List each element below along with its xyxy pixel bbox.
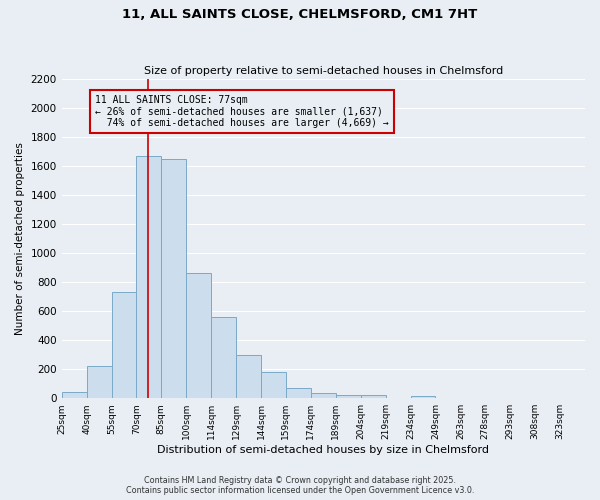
- Bar: [62, 392, 86, 398]
- Bar: [361, 396, 386, 398]
- Bar: [336, 394, 361, 398]
- Bar: [410, 396, 436, 398]
- Y-axis label: Number of semi-detached properties: Number of semi-detached properties: [15, 142, 25, 335]
- Bar: [186, 274, 211, 398]
- Bar: [286, 388, 311, 398]
- Bar: [211, 317, 236, 398]
- Bar: [86, 366, 112, 398]
- Bar: [311, 392, 336, 398]
- X-axis label: Distribution of semi-detached houses by size in Chelmsford: Distribution of semi-detached houses by …: [157, 445, 490, 455]
- Bar: [112, 292, 136, 398]
- Bar: [161, 159, 186, 398]
- Title: Size of property relative to semi-detached houses in Chelmsford: Size of property relative to semi-detach…: [144, 66, 503, 76]
- Bar: [261, 372, 286, 398]
- Bar: [136, 156, 161, 398]
- Text: Contains HM Land Registry data © Crown copyright and database right 2025.
Contai: Contains HM Land Registry data © Crown c…: [126, 476, 474, 495]
- Text: 11 ALL SAINTS CLOSE: 77sqm
← 26% of semi-detached houses are smaller (1,637)
  7: 11 ALL SAINTS CLOSE: 77sqm ← 26% of semi…: [95, 95, 389, 128]
- Text: 11, ALL SAINTS CLOSE, CHELMSFORD, CM1 7HT: 11, ALL SAINTS CLOSE, CHELMSFORD, CM1 7H…: [122, 8, 478, 20]
- Bar: [236, 356, 261, 398]
